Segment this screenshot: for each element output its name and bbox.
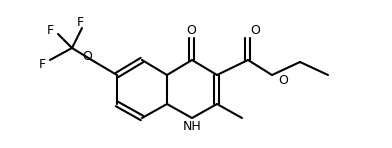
- Text: O: O: [186, 24, 196, 37]
- Text: F: F: [38, 58, 45, 71]
- Text: F: F: [76, 16, 83, 29]
- Text: NH: NH: [183, 119, 201, 132]
- Text: O: O: [82, 50, 92, 63]
- Text: O: O: [278, 74, 288, 86]
- Text: F: F: [46, 24, 54, 37]
- Text: O: O: [250, 24, 260, 37]
